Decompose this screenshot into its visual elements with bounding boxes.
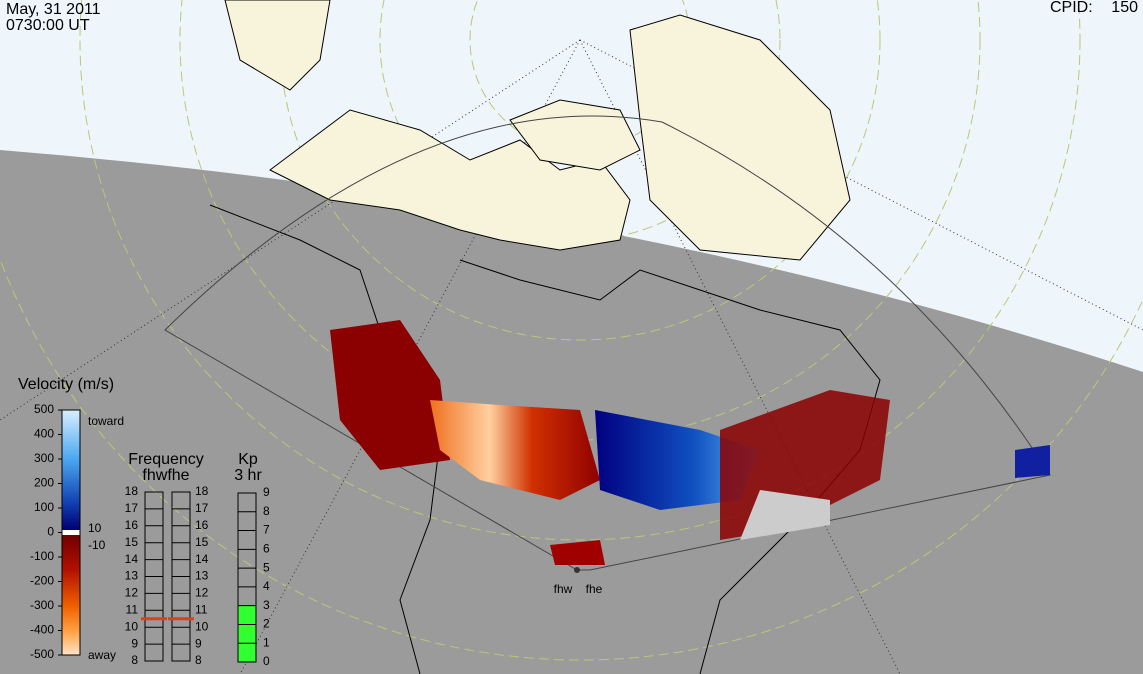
station-marker bbox=[574, 567, 580, 573]
date: May, 31 2011 bbox=[6, 1, 101, 18]
frequency-tick-label: 17 bbox=[125, 501, 139, 515]
frequency-tick-label: 9 bbox=[131, 636, 138, 650]
kp-tick-label: 4 bbox=[263, 579, 270, 593]
kp-tick-label: 2 bbox=[263, 617, 270, 631]
frequency-tick-label: 8 bbox=[195, 653, 202, 667]
frequency-tick-label: 12 bbox=[125, 586, 139, 600]
longitude-grid bbox=[0, 39, 1143, 674]
kp-tick-label: 8 bbox=[263, 504, 270, 518]
kp-tick-label: 5 bbox=[263, 560, 270, 574]
velocity-title: Velocity (m/s) bbox=[18, 376, 114, 393]
coastlines bbox=[224, 0, 851, 261]
velocity-tick-label: 0 bbox=[47, 525, 54, 539]
radar-fov bbox=[164, 115, 1051, 571]
frequency-tick-label: 14 bbox=[195, 552, 209, 566]
frequency-tick-label: 9 bbox=[195, 636, 202, 650]
kp-title: Kp bbox=[238, 451, 258, 468]
kp-subtitle: 3 hr bbox=[234, 467, 262, 484]
velocity-tick-label: -400 bbox=[30, 623, 54, 637]
velocity-tick-label: 500 bbox=[34, 402, 54, 416]
velocity-colorbar bbox=[61, 409, 81, 656]
radar-echoes bbox=[330, 320, 1050, 565]
kp-tick-label: 1 bbox=[263, 635, 270, 649]
kp-tick-label: 3 bbox=[263, 598, 270, 612]
kp-tick-label: 0 bbox=[263, 654, 270, 668]
frequency-tick-label: 15 bbox=[195, 535, 209, 549]
kp-bar bbox=[238, 605, 256, 662]
kp-tick-label: 6 bbox=[263, 542, 270, 556]
gap-label: -10 bbox=[88, 538, 106, 552]
station-label: fhe bbox=[586, 582, 603, 596]
velocity-tick-label: -500 bbox=[30, 647, 54, 661]
frequency-tick-label: 11 bbox=[126, 602, 139, 616]
station-label: fhw bbox=[554, 582, 573, 596]
frequency-tick-label: 14 bbox=[125, 552, 139, 566]
frequency-tick-label: 12 bbox=[195, 586, 209, 600]
frequency-tick-label: 11 bbox=[195, 602, 208, 616]
frequency-tick-label: 17 bbox=[195, 501, 209, 515]
frequency-tick-label: 16 bbox=[125, 518, 139, 532]
frequency-tick-label: 15 bbox=[125, 535, 139, 549]
frequency-tick-label: 13 bbox=[125, 569, 139, 583]
frequency-tick-label: 18 bbox=[195, 484, 209, 498]
velocity-tick-label: 100 bbox=[34, 500, 54, 514]
velocity-tick-label: 200 bbox=[34, 476, 54, 490]
away-label: away bbox=[88, 648, 116, 662]
velocity-tick-label: -300 bbox=[30, 598, 54, 612]
cpid-label: CPID: bbox=[1050, 0, 1093, 16]
kp-tick-label: 7 bbox=[263, 523, 270, 537]
frequency-tick-label: 10 bbox=[125, 619, 139, 633]
cpid: 150 bbox=[1111, 0, 1138, 16]
velocity-tick-label: -200 bbox=[30, 574, 54, 588]
frequency-tick-label: 18 bbox=[125, 484, 139, 498]
frequency-tick-label: 13 bbox=[195, 569, 209, 583]
frequency-subtitle: fhwfhe bbox=[142, 467, 189, 484]
time: 0730:00 UT bbox=[6, 17, 90, 34]
gap-label: 10 bbox=[88, 521, 102, 535]
frequency-tick-label: 10 bbox=[195, 619, 209, 633]
velocity-tick-label: 300 bbox=[34, 451, 54, 465]
toward-label: toward bbox=[88, 414, 124, 428]
frequency-title: Frequency bbox=[128, 451, 204, 468]
velocity-tick-label: 400 bbox=[34, 427, 54, 441]
kp-tick-label: 9 bbox=[263, 485, 270, 499]
velocity-tick-label: -100 bbox=[30, 549, 54, 563]
frequency-tick-label: 8 bbox=[131, 653, 138, 667]
frequency-tick-label: 16 bbox=[195, 518, 209, 532]
